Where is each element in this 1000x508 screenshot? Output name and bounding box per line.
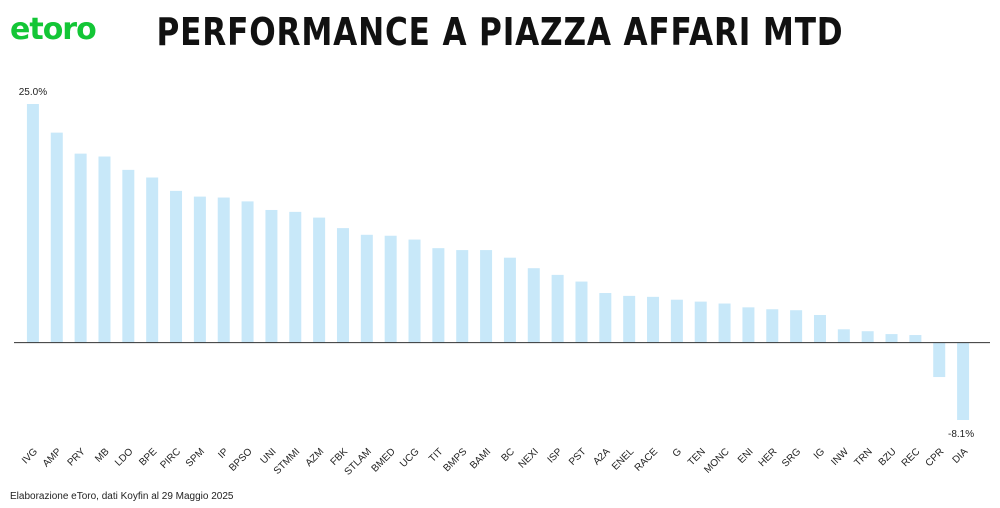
bar-trn <box>861 331 874 343</box>
x-tick-label-bami: BAMI <box>468 446 493 471</box>
x-tick-label-bpso: BPSO <box>227 446 255 474</box>
bar-srg <box>790 310 803 343</box>
data-label-last: -8.1% <box>948 429 974 440</box>
x-tick-label-pry: PRY <box>66 446 88 468</box>
bar-ldo <box>122 169 135 343</box>
bar-stmmi <box>289 211 302 343</box>
bar-nexi <box>527 268 540 343</box>
x-tick-label-dia: DIA <box>951 446 971 466</box>
bar-ucg <box>408 239 421 343</box>
bar-pirc <box>170 190 183 343</box>
bar-azm <box>313 217 326 343</box>
x-tick-label-ivg: IVG <box>20 446 40 466</box>
etoro-logo: etoro <box>10 12 97 47</box>
bar-g <box>670 299 683 343</box>
bar-isp <box>551 274 564 343</box>
x-tick-label-cpr: CPR <box>924 446 947 469</box>
x-tick-label-ucg: UCG <box>398 446 422 470</box>
x-tick-label-azm: AZM <box>304 446 327 469</box>
bar-ip <box>217 197 230 343</box>
bar-ig <box>813 314 826 343</box>
x-tick-label-uni: UNI <box>259 446 279 466</box>
bar-bc <box>503 257 516 343</box>
x-tick-label-bmed: BMED <box>370 446 398 474</box>
bar-bpe <box>146 177 159 343</box>
x-tick-label-pirc: PIRC <box>158 446 183 471</box>
chart-title: PERFORMANCE A PIAZZA AFFARI MTD <box>156 10 844 54</box>
bar-rec <box>909 335 922 343</box>
bar-race <box>647 296 660 343</box>
bar-cpr <box>933 342 946 378</box>
bar-fbk <box>336 228 349 343</box>
bar-bmed <box>384 235 397 343</box>
bar-ivg <box>26 104 39 343</box>
x-tick-label-monc: MONC <box>702 446 731 475</box>
x-tick-label-amp: AMP <box>41 446 64 469</box>
x-tick-label-bmps: BMPS <box>442 446 470 474</box>
x-tick-label-g: G <box>671 446 684 459</box>
bar-ten <box>694 301 707 343</box>
x-tick-label-ip: IP <box>216 446 231 461</box>
bar-eni <box>742 307 755 343</box>
x-tick-label-trn: TRN <box>852 446 874 468</box>
x-tick-label-rec: REC <box>900 446 923 469</box>
x-tick-label-tit: TIT <box>427 446 445 464</box>
bar-mb <box>98 156 111 343</box>
bar-a2a <box>599 293 612 343</box>
bar-bmps <box>456 250 469 343</box>
x-tick-label-ldo: LDO <box>113 446 135 468</box>
bar-monc <box>718 303 731 343</box>
bar-pst <box>575 281 588 343</box>
bar-her <box>766 309 779 343</box>
x-tick-label-srg: SRG <box>780 446 803 469</box>
x-tick-label-bzu: BZU <box>877 446 899 468</box>
x-tick-label-eni: ENI <box>736 446 756 466</box>
bar-pry <box>74 153 87 343</box>
bar-amp <box>50 132 63 343</box>
x-tick-label-stlam: STLAM <box>343 446 374 477</box>
bar-bami <box>480 250 493 343</box>
bar-spm <box>193 196 206 343</box>
x-tick-label-enel: ENEL <box>610 446 637 473</box>
x-tick-label-spm: SPM <box>184 446 207 469</box>
x-tick-label-isp: ISP <box>546 446 565 465</box>
x-tick-label-nexi: NEXI <box>517 446 541 470</box>
x-tick-label-her: HER <box>757 446 780 469</box>
x-tick-label-pst: PST <box>567 446 589 468</box>
bar-inw <box>837 329 850 343</box>
x-tick-label-inw: INW <box>829 446 851 468</box>
bar-bpso <box>241 201 254 343</box>
bar-uni <box>265 209 278 343</box>
x-tick-label-mb: MB <box>93 446 112 465</box>
bar-stlam <box>360 234 373 343</box>
bar-enel <box>623 295 636 343</box>
x-tick-label-stmmi: STMMI <box>272 446 303 477</box>
x-tick-label-bc: BC <box>499 446 517 464</box>
bar-dia <box>957 342 970 420</box>
logo-text: etoro <box>10 12 97 47</box>
x-tick-label-ig: IG <box>812 446 827 461</box>
x-tick-label-race: RACE <box>633 446 661 474</box>
source-footer: Elaborazione eToro, dati Koyfin al 29 Ma… <box>10 491 234 502</box>
x-tick-label-bpe: BPE <box>137 446 159 468</box>
bar-bzu <box>885 334 898 343</box>
bar-tit <box>432 248 445 343</box>
data-label-first: 25.0% <box>19 87 47 98</box>
